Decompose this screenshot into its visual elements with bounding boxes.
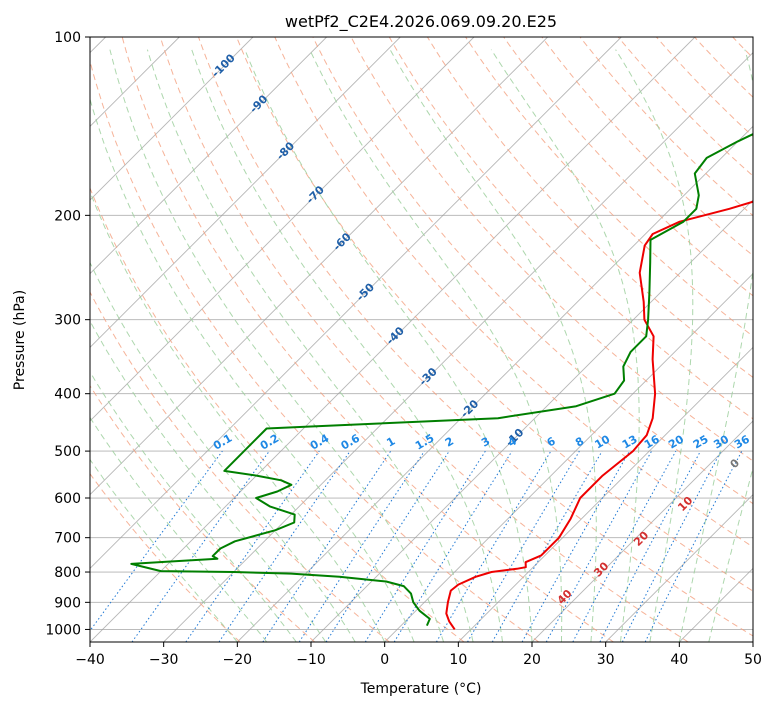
x-tick-label: −40 [75,652,105,668]
isotherm-line [90,37,254,201]
isotherm-line [90,37,696,642]
axes: −40 −30 −20 −10 0 10 20 30 40 50 1000 900 800 700 600 5… [45,30,762,668]
moist-adiabat [309,49,563,642]
plot-frame [89,36,754,643]
moist-adiabat [389,49,597,642]
moist-adiabat [90,320,327,642]
y-tick-label: 100 [54,30,81,46]
mixing-ratio-line [393,450,513,642]
mixing-ratio-line [90,450,223,632]
moist-adiabat [490,49,640,642]
dry-adiabat [198,37,753,637]
plot-area [90,37,753,642]
dry-adiabat [312,37,753,505]
mixing-ratio-line [521,450,630,642]
y-tick-label: 200 [54,208,81,224]
x-tick-label: −30 [149,652,179,668]
mixing-ratio-line [545,450,653,642]
dry-adiabat [617,37,753,177]
moist-adiabat [191,49,503,642]
dry-adiabat [90,384,316,642]
moist-adiabat [90,416,268,642]
y-tick-label: 500 [54,444,81,460]
y-axis-label: Pressure (hPa) [12,290,28,390]
moist-adiabat [615,49,694,642]
isotherm-line [90,37,475,422]
y-tick-label: 1000 [45,622,81,638]
mixing-ratio-line [364,450,486,642]
chart-title: wetPf2_C2E4.2026.069.09.20.E25 [285,12,557,32]
x-tick-label: 40 [670,652,688,668]
x-tick-label: 0 [380,652,389,668]
mixing-ratio-line [435,450,552,642]
mixing-ratio-line [185,450,320,642]
y-tick-label: 400 [54,387,81,403]
isotherm-line [90,37,401,348]
y-tick-label: 600 [54,491,81,507]
moist-adiabat [708,466,753,642]
x-tick-label: 30 [597,652,615,668]
moist-adiabat [90,97,415,642]
mixing-ratio-line [325,450,450,642]
mixing-ratio-line [131,450,270,642]
moist-adiabat [109,49,445,642]
isotherm-line [90,37,622,569]
isotherm-line [90,37,548,496]
dry-adiabat [121,37,614,642]
x-tick-label: 20 [523,652,541,668]
mixing-ratio-line [491,450,603,642]
moist-adiabat [678,49,753,642]
y-tick-label: 800 [54,565,81,581]
y-tick-label: 700 [54,531,81,547]
isotherm-line [384,273,753,642]
dry-adiabat [388,37,753,420]
isotherm-line [90,37,327,275]
y-tick-label: 300 [54,313,81,329]
temperature-line [445,200,753,630]
isotherm-line [605,494,753,642]
x-tick-label: −20 [223,652,253,668]
mixing-ratio-line [218,450,351,642]
dry-adiabat [236,37,753,592]
moist-adiabat [146,49,474,642]
dewpoint-line [130,133,753,626]
isotherm-line [163,52,753,642]
isotherm-line [531,420,753,642]
x-tick-label: 10 [449,652,467,668]
x-tick-label: 50 [744,652,762,668]
y-tick-label: 900 [54,595,81,611]
dry-adiabat [159,37,689,642]
x-tick-label: −10 [296,652,326,668]
isotherm-line [237,125,753,642]
moist-adiabat [90,261,356,642]
isotherm-line [310,199,753,642]
dry-adiabat [426,37,753,378]
dry-adiabat [90,186,465,642]
dry-adiabat [90,59,540,642]
moist-adiabat [90,370,297,642]
mixing-ratio-line [572,450,677,642]
moist-adiabat [90,458,238,642]
dry-adiabat [503,37,753,297]
moist-adiabat [244,49,533,642]
x-axis-label: Temperature (°C) [360,681,482,697]
mixing-ratio-line [467,450,580,642]
dry-adiabat [90,291,390,642]
dry-adiabat [274,37,753,548]
